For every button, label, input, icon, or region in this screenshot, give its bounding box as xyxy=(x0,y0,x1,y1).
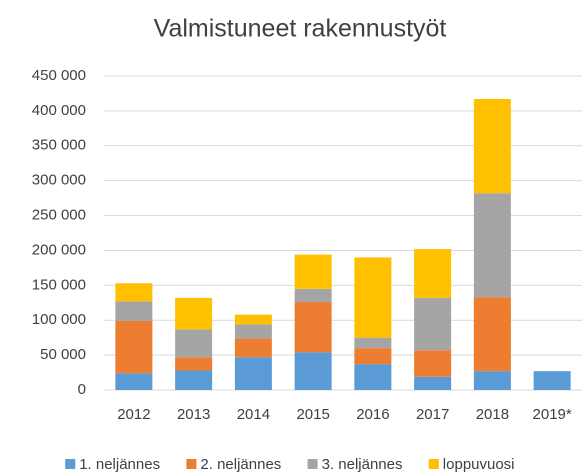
legend-swatch xyxy=(186,459,197,469)
x-tick-label: 2017 xyxy=(416,406,449,423)
x-tick-label: 2012 xyxy=(117,406,150,423)
bar-segment xyxy=(354,337,392,349)
bar-segment xyxy=(354,348,392,365)
bar-segment xyxy=(533,371,571,390)
bar-segment xyxy=(175,370,213,390)
legend-label: 2. neljännes xyxy=(200,456,281,473)
bar-segment xyxy=(473,193,511,298)
bar-segment xyxy=(234,314,272,325)
x-tick-label: 2018 xyxy=(476,406,509,423)
bar-segment xyxy=(414,376,452,390)
bar-segment xyxy=(175,357,213,371)
bar-segment xyxy=(473,297,511,372)
bar-segment xyxy=(115,301,153,321)
bar-segment xyxy=(354,364,392,390)
bar-segment xyxy=(414,249,452,298)
legend-label: 1. neljännes xyxy=(79,456,160,473)
bar-segment xyxy=(414,297,452,351)
y-tick-label: 250 000 xyxy=(32,207,86,224)
bar-segment xyxy=(175,329,213,358)
bar-segment xyxy=(294,352,332,390)
x-tick-label: 2016 xyxy=(356,406,389,423)
bar-segment xyxy=(115,373,153,390)
y-tick-label: 50 000 xyxy=(40,346,86,363)
y-tick-label: 450 000 xyxy=(32,67,86,84)
y-tick-label: 350 000 xyxy=(32,137,86,154)
bar-segment xyxy=(294,254,332,289)
chart-title: Valmistuneet rakennustyöt xyxy=(154,15,447,43)
bar-segment xyxy=(473,371,511,390)
bar-segment xyxy=(234,338,272,358)
legend-label: 3. neljännes xyxy=(322,456,403,473)
bar-segment xyxy=(115,283,153,302)
x-tick-label: 2019* xyxy=(533,406,572,423)
y-tick-label: 100 000 xyxy=(32,311,86,328)
bar-segment xyxy=(414,350,452,377)
y-tick-label: 300 000 xyxy=(32,172,86,189)
x-tick-label: 2014 xyxy=(237,406,270,423)
y-tick-label: 200 000 xyxy=(32,241,86,258)
bar-segment xyxy=(175,297,213,330)
bar-segment xyxy=(354,257,392,338)
y-tick-label: 400 000 xyxy=(32,102,86,119)
legend-swatch xyxy=(428,459,439,469)
y-tick-label: 0 xyxy=(78,381,86,398)
legend-swatch xyxy=(65,459,76,469)
legend-label: loppuvuosi xyxy=(443,456,515,473)
y-tick-label: 150 000 xyxy=(32,276,86,293)
bar-segment xyxy=(234,324,272,339)
bar-segment xyxy=(473,99,511,194)
x-tick-label: 2015 xyxy=(296,406,329,423)
bar-segment xyxy=(294,288,332,303)
bar-segment xyxy=(294,302,332,353)
bar-segment xyxy=(234,357,272,390)
legend-swatch xyxy=(307,459,318,469)
bar-segment xyxy=(115,320,153,374)
x-tick-label: 2013 xyxy=(177,406,210,423)
